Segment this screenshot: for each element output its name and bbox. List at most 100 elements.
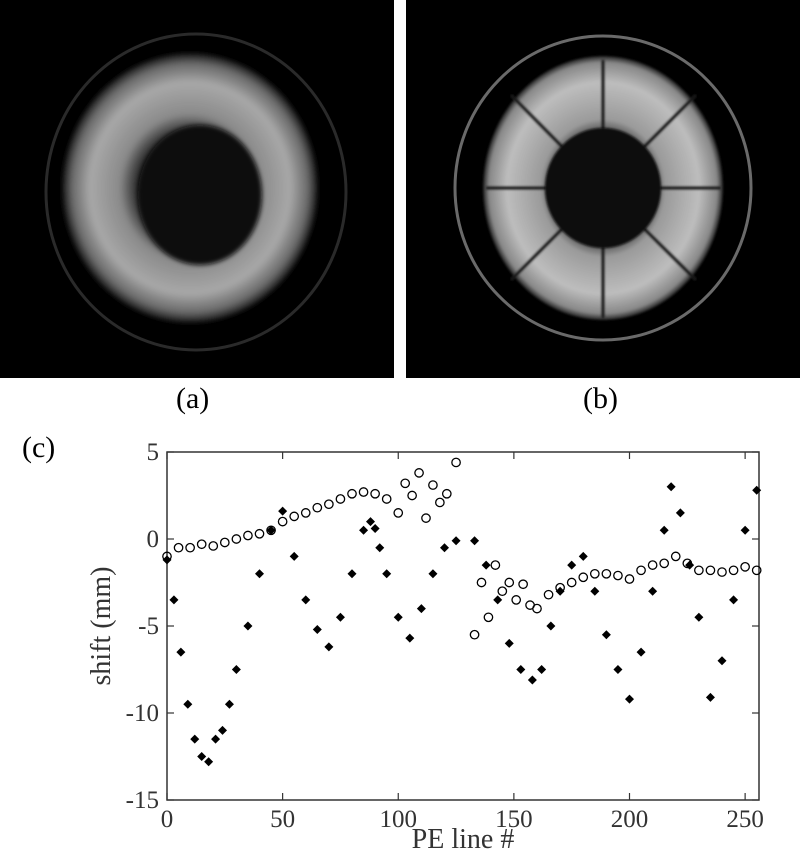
y-tick-label: -15 (126, 787, 159, 814)
x-tick-label: 0 (161, 806, 174, 833)
data-point-circle (428, 480, 438, 490)
caption-c: (c) (22, 431, 56, 464)
data-point-diamond (601, 630, 611, 640)
data-point-diamond (370, 524, 380, 534)
data-point-circle (324, 499, 334, 510)
data-point-circle (469, 629, 480, 640)
data-point-diamond (204, 757, 214, 767)
data-point-diamond (382, 569, 392, 579)
data-point-circle (289, 511, 300, 522)
data-point-diamond (555, 586, 565, 596)
data-point-circle (601, 568, 612, 579)
data-point-diamond (685, 560, 695, 570)
data-point-diamond (504, 638, 514, 648)
data-point-diamond (375, 543, 385, 553)
data-point-circle (414, 468, 424, 478)
data-point-diamond (231, 665, 241, 674)
data-point-circle (312, 502, 323, 513)
y-tick-label: -10 (126, 700, 159, 727)
data-point-circle (400, 478, 411, 489)
data-point-diamond (440, 543, 449, 553)
data-point-diamond (312, 624, 322, 634)
data-point-diamond (211, 734, 221, 744)
data-point-circle (694, 565, 704, 576)
data-point-diamond (729, 595, 739, 605)
data-point-diamond (578, 551, 588, 561)
data-point-circle (717, 567, 727, 577)
data-point-circle (277, 516, 288, 527)
data-point-diamond (218, 725, 227, 735)
shift-chart-svg: 0 50 100 150 200 250 -15 -10 -5 0 5 PE line # shif… (86, 439, 764, 855)
data-point-circle (555, 582, 565, 593)
data-point-circle (647, 560, 658, 570)
data-point-circle (393, 508, 404, 518)
data-point-diamond (255, 569, 264, 579)
data-point-diamond (190, 734, 200, 744)
data-point-circle (435, 497, 445, 508)
data-point-diamond (197, 752, 207, 761)
data-point-diamond (659, 525, 669, 535)
data-point-diamond (393, 612, 403, 622)
data-point-diamond (625, 694, 634, 704)
data-point-circle (185, 542, 195, 553)
data-point-diamond (224, 699, 234, 709)
data-point-diamond (176, 647, 186, 657)
data-point-circle (381, 494, 392, 504)
data-point-circle (300, 508, 311, 518)
data-point-diamond (278, 506, 288, 516)
data-point-diamond (636, 647, 646, 657)
data-point-diamond (546, 621, 556, 631)
shift-chart: 0 50 100 150 200 250 -15 -10 -5 0 5 PE line # shif… (0, 420, 800, 855)
data-point-circle (670, 551, 681, 562)
data-point-diamond (705, 692, 715, 702)
data-point-circle (219, 537, 230, 548)
data-point-diamond (675, 508, 685, 518)
data-point-diamond (527, 675, 537, 685)
data-point-circle (518, 579, 528, 590)
data-point-diamond (752, 485, 762, 495)
data-point-circle (196, 539, 207, 550)
x-tick-label: 50 (270, 806, 295, 833)
data-point-diamond (537, 665, 547, 674)
data-point-circle (451, 457, 461, 468)
data-point-circle (358, 487, 369, 497)
data-point-diamond (289, 551, 299, 561)
data-point-circle (231, 534, 242, 544)
data-point-diamond (243, 621, 253, 631)
caption-b: (b) (583, 382, 618, 415)
data-point-circle (613, 570, 623, 581)
y-tick-label: 5 (147, 439, 160, 466)
data-point-diamond (567, 560, 577, 570)
x-tick-label: 250 (726, 806, 764, 833)
data-point-circle (441, 488, 452, 499)
mri-image-a (0, 0, 394, 378)
x-tick-label: 200 (611, 806, 649, 833)
data-point-circle (578, 572, 589, 583)
data-point-circle (208, 541, 219, 551)
data-point-circle (751, 565, 762, 576)
data-point-diamond (481, 560, 491, 570)
data-point-circle (728, 565, 739, 576)
data-point-circle (532, 603, 542, 614)
y-tick-label: -5 (138, 613, 159, 640)
data-point-circle (705, 565, 716, 576)
data-point-circle (624, 574, 635, 584)
data-point-circle (490, 560, 501, 570)
data-point-circle (659, 558, 670, 569)
data-point-circle (407, 490, 417, 501)
y-axis-label: shift (mm) (86, 567, 117, 686)
data-point-circle (266, 525, 276, 536)
data-point-diamond (694, 612, 704, 622)
data-point-diamond (451, 536, 461, 546)
mri-image-b (406, 0, 800, 378)
data-point-circle (497, 586, 508, 597)
data-point-diamond (516, 665, 526, 674)
data-point-diamond (169, 595, 179, 605)
data-point-circle (335, 494, 346, 504)
data-point-diamond (162, 555, 172, 565)
y-tick-label: 0 (147, 526, 160, 553)
data-point-circle (370, 488, 380, 499)
x-tick-label: 100 (380, 806, 418, 833)
data-point-diamond (324, 642, 334, 652)
data-point-diamond (740, 525, 750, 535)
